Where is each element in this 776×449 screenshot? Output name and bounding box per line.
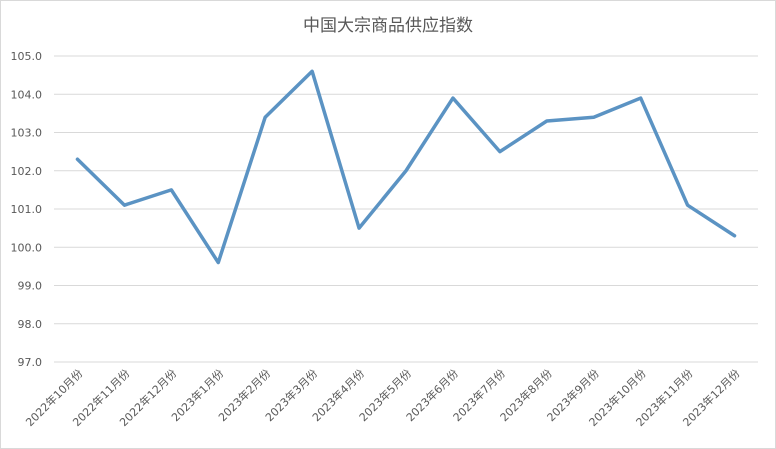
y-tick-label: 103.0: [11, 127, 43, 140]
y-tick-label: 98.0: [18, 318, 43, 331]
y-tick-label: 104.0: [11, 88, 43, 101]
y-tick-label: 105.0: [11, 50, 43, 63]
series-line: [75, 69, 737, 265]
y-tick-label: 102.0: [11, 165, 43, 178]
y-tick-label: 99.0: [18, 280, 43, 293]
y-tick-label: 97.0: [18, 356, 43, 369]
chart-title: 中国大宗商品供应指数: [303, 16, 473, 36]
y-tick-label: 100.0: [11, 241, 43, 254]
y-tick-label: 101.0: [11, 203, 43, 216]
